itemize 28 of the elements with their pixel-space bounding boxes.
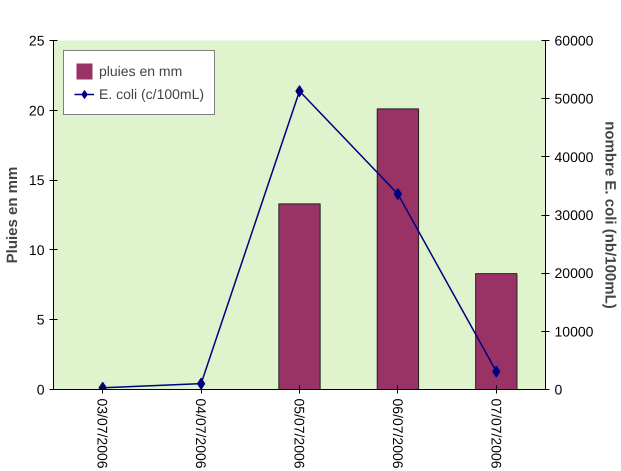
x-tick-label: 03/07/2006: [94, 398, 111, 469]
bar: [475, 273, 518, 390]
y-tick-label: 15: [28, 172, 45, 188]
x-tick-label: 04/07/2006: [193, 398, 210, 469]
point: [394, 188, 402, 200]
y-tick-label: 10: [28, 242, 45, 258]
y2-tick-label: 20000: [554, 265, 594, 282]
legend-label: pluies en mm: [99, 63, 182, 79]
x-tick-label: 07/07/2006: [488, 398, 504, 469]
point: [295, 85, 304, 98]
y-axis-title: Pluies en mm: [4, 166, 21, 264]
x-tick-label: 06/07/2006: [390, 398, 406, 469]
y-tick-label: 20: [28, 102, 45, 118]
point: [196, 378, 206, 390]
bar: [376, 108, 420, 390]
y2-tick-label: 0: [554, 382, 562, 398]
y2-tick-label: 50000: [554, 90, 594, 107]
y2-tick-label: 40000: [554, 148, 594, 165]
y2-tick-label: 30000: [554, 207, 594, 223]
bar: [278, 203, 321, 390]
y2-tick-label: 60000: [554, 32, 594, 48]
y-tick-label: 0: [36, 382, 45, 398]
y-tick-label: 25: [28, 32, 45, 48]
y2-axis-title: nombre E. coli (nb/100mL): [601, 121, 618, 309]
y-tick-label: 5: [36, 312, 45, 328]
y2-tick-label: 10000: [554, 323, 594, 340]
x-tick-label: 05/07/2006: [292, 398, 308, 469]
legend-label: E. coli (c/100mL): [99, 86, 204, 102]
